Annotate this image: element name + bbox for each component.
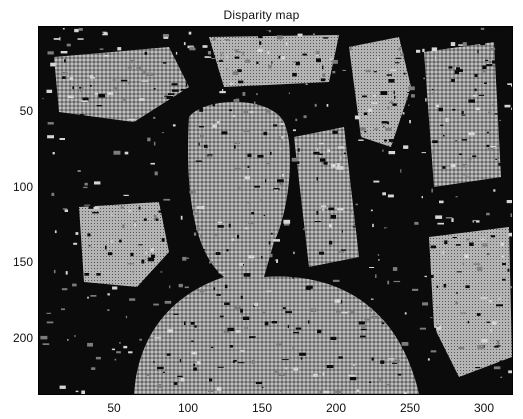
x-tick-label: 300 (473, 401, 495, 415)
y-tick-label: 100 (12, 180, 33, 194)
y-tick-label: 200 (12, 331, 33, 345)
y-tick-label: 150 (12, 255, 33, 269)
disparity-regions (39, 27, 512, 394)
x-tick-label: 250 (399, 401, 421, 415)
disparity-heatmap (39, 27, 512, 394)
x-tick-label: 200 (325, 401, 347, 415)
y-tick-label: 50 (19, 104, 33, 118)
plot-title: Disparity map (223, 8, 300, 22)
x-tick-label: 100 (177, 401, 199, 415)
plot-axes (38, 26, 513, 395)
x-tick-label: 50 (107, 401, 121, 415)
x-tick-label: 150 (251, 401, 273, 415)
